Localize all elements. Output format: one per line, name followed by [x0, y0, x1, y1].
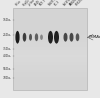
Ellipse shape	[23, 33, 26, 42]
Ellipse shape	[35, 33, 38, 41]
Bar	[13, 52, 87, 55]
Ellipse shape	[15, 31, 20, 44]
Text: HEK293: HEK293	[75, 0, 85, 7]
Text: MCF-7: MCF-7	[39, 0, 47, 7]
Bar	[13, 65, 87, 67]
Bar	[13, 55, 87, 57]
Bar	[13, 57, 87, 60]
Text: 25Da-: 25Da-	[3, 33, 12, 37]
Ellipse shape	[40, 35, 43, 40]
Bar	[13, 50, 87, 52]
Text: RAW264.7: RAW264.7	[69, 0, 81, 7]
Bar	[13, 35, 87, 37]
Bar	[13, 45, 87, 47]
Bar	[13, 40, 87, 42]
Bar	[13, 47, 87, 50]
Bar	[13, 60, 87, 62]
Bar	[13, 79, 87, 82]
Text: PSMA4: PSMA4	[89, 35, 100, 39]
Bar	[13, 62, 87, 65]
Text: 55Da-: 55Da-	[3, 67, 12, 71]
Ellipse shape	[76, 33, 79, 41]
Bar	[13, 72, 87, 74]
Bar	[13, 67, 87, 70]
Text: 40Da-: 40Da-	[3, 54, 12, 58]
Bar	[13, 8, 87, 90]
Ellipse shape	[70, 33, 74, 42]
Text: Jurkat: Jurkat	[28, 0, 36, 7]
Ellipse shape	[54, 31, 59, 44]
Bar	[13, 77, 87, 79]
Text: PC-3: PC-3	[54, 0, 61, 7]
Text: HeLa: HeLa	[15, 0, 22, 7]
Text: HepG2: HepG2	[22, 0, 31, 7]
Bar	[13, 70, 87, 72]
Ellipse shape	[48, 31, 53, 44]
Ellipse shape	[29, 34, 32, 41]
Bar	[13, 33, 87, 35]
Bar	[13, 42, 87, 45]
Text: 70Da-: 70Da-	[3, 76, 12, 80]
Ellipse shape	[64, 33, 68, 42]
Text: SH-SY5Y: SH-SY5Y	[63, 0, 73, 7]
Bar	[13, 37, 87, 40]
Text: A549: A549	[34, 0, 41, 7]
Bar	[13, 74, 87, 77]
Text: 15Da-: 15Da-	[3, 18, 12, 22]
Text: NIH/3T3: NIH/3T3	[48, 0, 58, 7]
Text: 35Da-: 35Da-	[3, 47, 12, 51]
